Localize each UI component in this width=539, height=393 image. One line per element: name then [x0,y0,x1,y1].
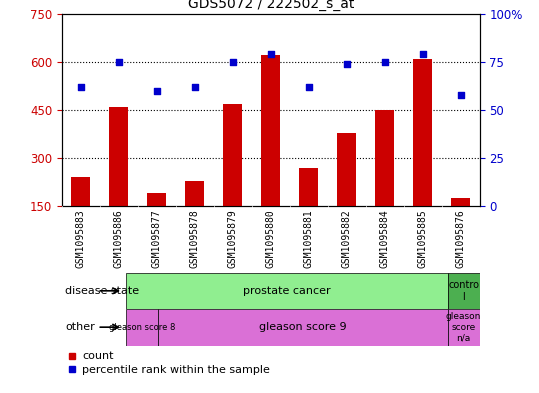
Text: gleason score 8: gleason score 8 [109,323,176,332]
Text: GSM1095883: GSM1095883 [76,210,86,268]
Title: GDS5072 / 222502_s_at: GDS5072 / 222502_s_at [188,0,354,11]
Bar [447,309,480,346]
Point [266,51,275,57]
Point [77,84,85,90]
Text: GSM1095878: GSM1095878 [190,210,200,268]
Bar [299,168,319,206]
Bar [223,104,243,206]
Text: GSM1095876: GSM1095876 [455,210,466,268]
Bar [337,132,356,206]
Text: GSM1095879: GSM1095879 [228,210,238,268]
Legend: count, percentile rank within the sample: count, percentile rank within the sample [67,351,270,375]
Bar [126,309,158,346]
Text: GSM1095882: GSM1095882 [342,210,352,268]
Bar [261,55,280,206]
Point [381,59,389,65]
Text: disease state: disease state [65,286,139,296]
Text: GSM1095886: GSM1095886 [114,210,124,268]
Bar [451,198,470,206]
Bar [375,110,394,206]
Point [457,92,465,98]
Text: gleason
score
n/a: gleason score n/a [446,312,481,342]
Bar [185,181,204,206]
Text: gleason score 9: gleason score 9 [259,322,347,332]
Text: GSM1095880: GSM1095880 [266,210,276,268]
Text: GSM1095877: GSM1095877 [152,210,162,268]
Bar [413,59,432,206]
Bar [148,193,167,206]
Bar [158,309,447,346]
Bar [109,107,128,206]
Point [229,59,237,65]
Text: other: other [65,322,95,332]
Point [115,59,123,65]
Text: GSM1095881: GSM1095881 [304,210,314,268]
Point [418,51,427,57]
Point [305,84,313,90]
Bar [447,273,480,309]
Text: contro
l: contro l [448,280,479,301]
Text: GSM1095885: GSM1095885 [418,210,428,268]
Text: prostate cancer: prostate cancer [243,286,331,296]
Point [191,84,199,90]
Point [342,61,351,67]
Text: GSM1095884: GSM1095884 [380,210,390,268]
Bar [126,273,447,309]
Point [153,88,161,94]
Bar [72,178,91,206]
